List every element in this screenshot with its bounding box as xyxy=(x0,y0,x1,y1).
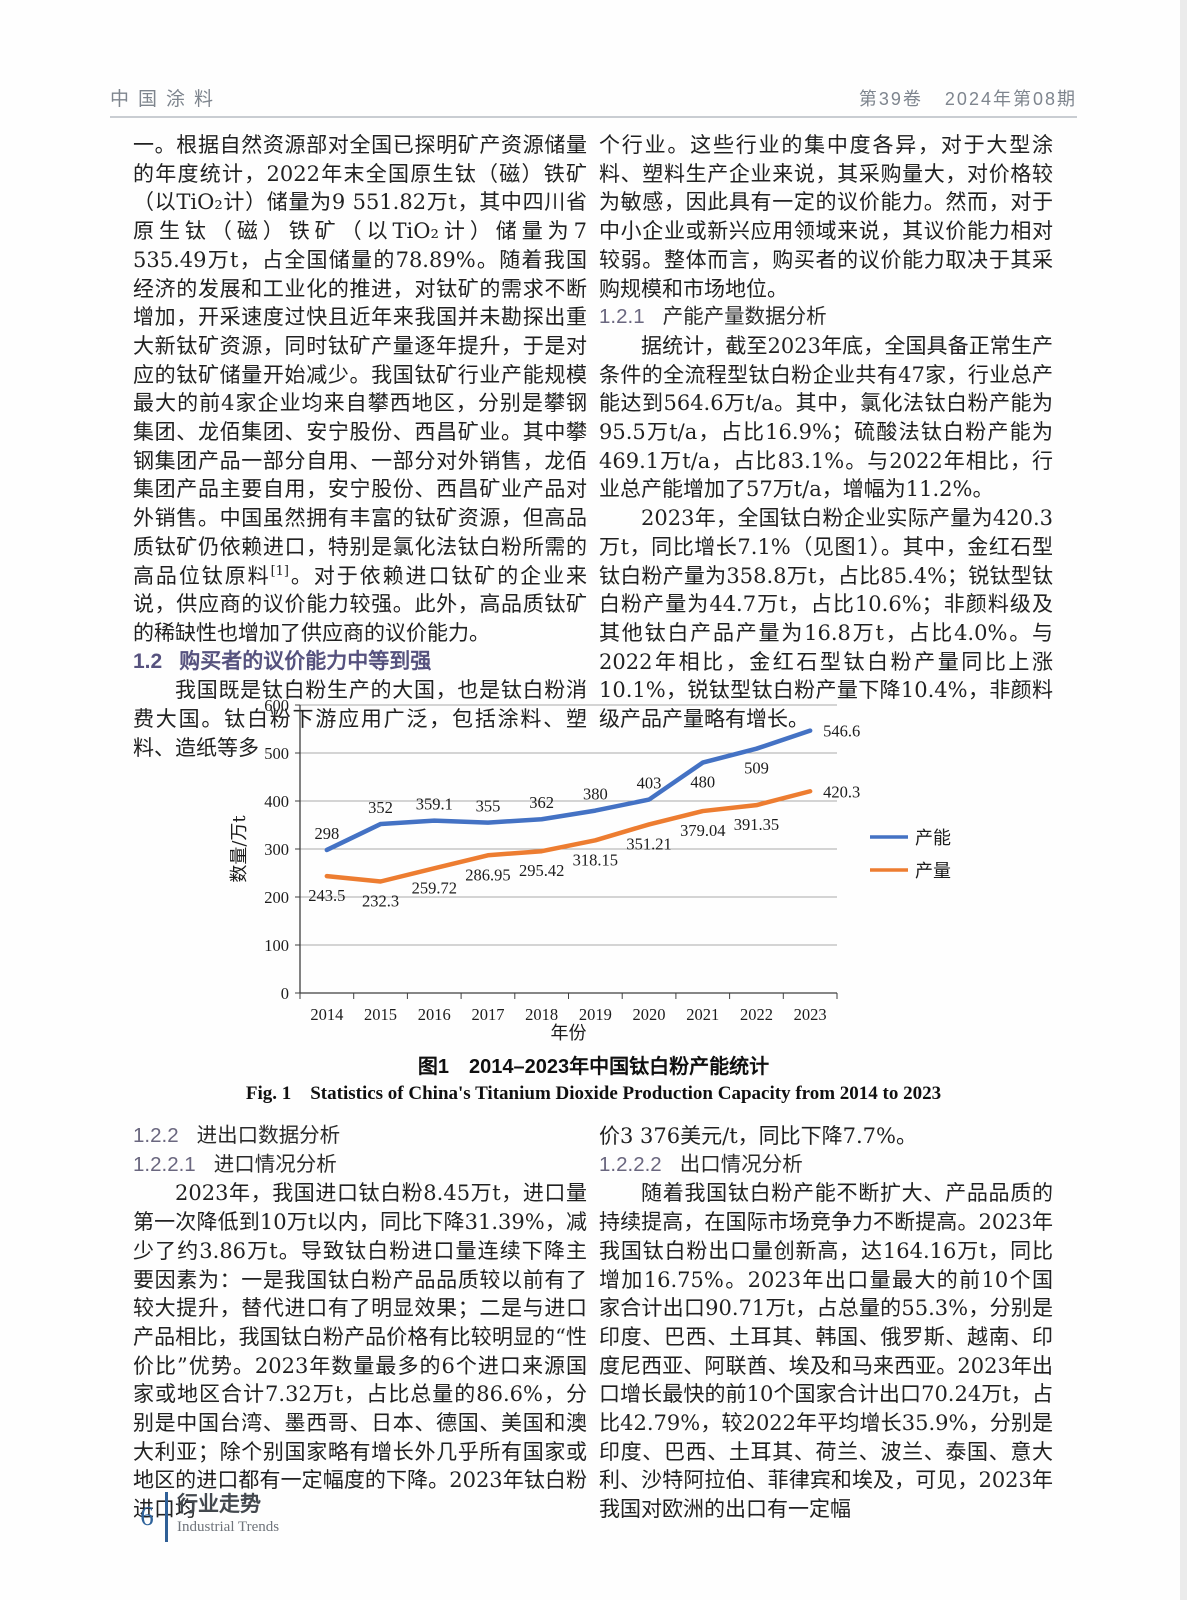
x-tick-label: 2023 xyxy=(794,1005,827,1024)
volume-label: 第39卷 xyxy=(858,89,923,109)
volume-issue: 第39卷 2024年第08期 xyxy=(859,85,1077,111)
data-label: 351.21 xyxy=(626,834,671,853)
y-tick-label: 500 xyxy=(264,744,289,763)
figure-caption-en: Fig. 1 Statistics of China's Titanium Di… xyxy=(245,1083,942,1104)
section-number: 1.2.2.2 xyxy=(599,1152,662,1176)
footer-divider-bar xyxy=(165,1492,168,1542)
paragraph: 2023年，全国钛白粉企业实际产量为420.3万t，同比增长7.1%（见图1）。… xyxy=(599,506,1053,732)
page-header: 中国涂料 第39卷 2024年第08期 xyxy=(110,84,1077,111)
footer-section-en: Industrial Trends xyxy=(177,1519,280,1535)
section-number: 1.2 xyxy=(133,649,163,673)
y-axis-title: 数量/万t xyxy=(229,815,250,883)
x-tick-label: 2017 xyxy=(471,1005,504,1024)
data-label: 391.35 xyxy=(734,815,779,834)
legend-label-产量: 产量 xyxy=(915,861,951,882)
line-chart: 0 100 200 300 400 500 600 2014 2015 2016 2017 2018 2… xyxy=(229,696,951,1044)
x-tick-label: 2016 xyxy=(418,1005,451,1024)
data-label: 259.72 xyxy=(412,878,457,897)
data-label: 355 xyxy=(476,797,501,816)
section-title: 出口情况分析 xyxy=(679,1152,803,1176)
section-title: 产能产量数据分析 xyxy=(662,305,827,329)
data-label: 295.42 xyxy=(519,861,564,880)
x-tick-label: 2022 xyxy=(740,1005,773,1024)
data-label: 509 xyxy=(744,759,769,778)
x-tick-label: 2019 xyxy=(579,1005,612,1024)
y-tick-label: 200 xyxy=(264,888,289,907)
paragraph: 我国既是钛白粉生产的大国，也是钛白粉消费大国。钛白粉下游应用广泛，包括涂料、塑料… xyxy=(133,678,587,760)
data-label: 232.3 xyxy=(362,891,399,910)
data-label: 480 xyxy=(690,773,715,792)
left-column-bottom: 1.2.2 进出口数据分析 1.2.2.1 进口情况分析 2023年，我国进口钛白粉… xyxy=(133,1122,587,1524)
x-tick-label: 2021 xyxy=(686,1005,719,1024)
data-label: 298 xyxy=(314,824,339,843)
x-axis-title: 年份 xyxy=(551,1023,587,1044)
data-label: 359.1 xyxy=(416,795,453,814)
data-label: 352 xyxy=(368,798,393,817)
footer-section-cn: 行业走势 xyxy=(177,1493,261,1516)
data-label: 546.6 xyxy=(823,722,860,741)
section-heading-1-2-2-2: 1.2.2.2 出口情况分析 xyxy=(599,1151,1053,1180)
section-heading-1-2-2: 1.2.2 进出口数据分析 xyxy=(133,1122,587,1151)
page-number: 6 xyxy=(140,1501,154,1531)
section-number: 1.2.2 xyxy=(133,1124,179,1147)
section-title: 进出口数据分析 xyxy=(196,1124,341,1147)
y-tick-label: 400 xyxy=(264,792,289,811)
paragraph: 价3 376美元/t，同比下降7.7%。 xyxy=(599,1124,917,1148)
data-label: 362 xyxy=(529,793,554,812)
right-column-top: 个行业。这些行业的集中度各异，对于大型涂料、塑料生产企业来说，其采购量大，对价格… xyxy=(599,131,1053,734)
paragraph-text: 一。根据自然资源部对全国已探明矿产资源储量的年度统计，2022年末全国原生钛（磁… xyxy=(133,133,587,588)
section-heading-1-2: 1.2 购买者的议价能力中等到强 xyxy=(133,648,587,677)
section-number: 1.2.2.1 xyxy=(133,1152,196,1176)
page-edge xyxy=(1180,0,1187,1600)
x-tick-label: 2014 xyxy=(310,1005,343,1024)
left-column-top: 一。根据自然资源部对全国已探明矿产资源储量的年度统计，2022年末全国原生钛（磁… xyxy=(133,131,587,762)
page-footer: 6 行业走势 Industrial Trends xyxy=(132,1492,279,1542)
y-tick-label: 100 xyxy=(264,936,289,955)
data-label: 243.5 xyxy=(308,886,345,905)
data-label: 318.15 xyxy=(573,850,618,869)
paragraph: 随着我国钛白粉产能不断扩大、产品品质的持续提高，在国际市场竞争力不断提高。202… xyxy=(599,1181,1053,1522)
section-title: 购买者的议价能力中等到强 xyxy=(179,649,432,673)
journal-title: 中国涂料 xyxy=(110,89,223,110)
data-label: 380 xyxy=(583,785,608,804)
issue-label: 2024年第08期 xyxy=(944,89,1077,109)
right-column-bottom: 价3 376美元/t，同比下降7.7%。 1.2.2.2 出口情况分析 随着我国钛… xyxy=(599,1122,1053,1524)
x-tick-label: 2020 xyxy=(633,1005,666,1024)
paragraph: 2023年，我国进口钛白粉8.45万t，进口量第一次降低到10万t以内，同比下降… xyxy=(133,1181,587,1522)
paragraph-text: 。对于依赖进口钛矿的企业来说，供应商的议价能力较强。此外，高品质钛矿的稀缺性也增… xyxy=(133,563,588,645)
data-label: 403 xyxy=(637,774,662,793)
y-tick-label: 300 xyxy=(264,840,289,859)
y-tick-label: 600 xyxy=(264,696,289,715)
legend-label-产能: 产能 xyxy=(915,828,951,849)
footer-section: 行业走势 Industrial Trends xyxy=(177,1492,279,1536)
series-line-产量 xyxy=(324,789,813,884)
header-divider xyxy=(110,116,1077,118)
paragraph: 据统计，截至2023年底，全国具备正常生产条件的全流程型钛白粉企业共有47家，行… xyxy=(599,333,1053,502)
paragraph: 一。根据自然资源部对全国已探明矿产资源储量的年度统计，2022年末全国原生钛（磁… xyxy=(133,131,587,648)
figure-caption-cn: 图1 2014–2023年中国钛白粉产能统计 xyxy=(417,1056,770,1078)
capacity-production-chart: 0 100 200 300 400 500 600 2014 2015 2016 2017 2018 2… xyxy=(225,685,1065,1053)
data-label: 379.04 xyxy=(680,821,725,840)
x-tick-label: 2018 xyxy=(525,1005,558,1024)
y-tick-label: 0 xyxy=(281,984,289,1003)
data-label: 420.3 xyxy=(823,782,860,801)
section-number: 1.2.1 xyxy=(599,305,645,329)
section-heading-1-2-2-1: 1.2.2.1 进口情况分析 xyxy=(133,1151,587,1180)
reference-superscript: [1] xyxy=(270,563,289,579)
section-heading-1-2-1: 1.2.1 产能产量数据分析 xyxy=(599,303,1053,332)
section-title: 进口情况分析 xyxy=(213,1152,337,1176)
x-tick-label: 2015 xyxy=(364,1005,397,1024)
data-label: 286.95 xyxy=(465,865,510,884)
paragraph: 个行业。这些行业的集中度各异，对于大型涂料、塑料生产企业来说，其采购量大，对价格… xyxy=(599,133,1053,301)
series-line-产能 xyxy=(324,728,813,853)
